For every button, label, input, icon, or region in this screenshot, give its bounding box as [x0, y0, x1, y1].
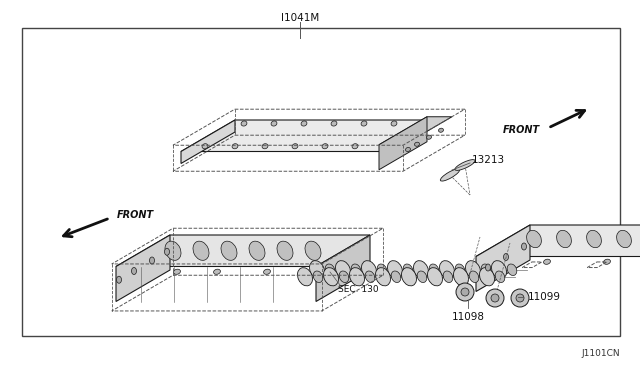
Text: 11099: 11099	[528, 292, 561, 302]
Ellipse shape	[221, 241, 237, 260]
Ellipse shape	[401, 267, 417, 286]
Ellipse shape	[351, 264, 361, 276]
Ellipse shape	[361, 121, 367, 126]
Ellipse shape	[193, 241, 209, 260]
Ellipse shape	[241, 121, 247, 126]
Ellipse shape	[507, 264, 517, 276]
Text: SEC. 130: SEC. 130	[338, 285, 378, 295]
Ellipse shape	[455, 160, 475, 170]
Ellipse shape	[365, 271, 375, 282]
Ellipse shape	[417, 271, 427, 282]
Ellipse shape	[504, 253, 509, 260]
Ellipse shape	[543, 259, 550, 264]
Ellipse shape	[429, 264, 439, 276]
Ellipse shape	[164, 248, 170, 255]
Text: 13213: 13213	[472, 155, 505, 165]
Ellipse shape	[516, 294, 524, 302]
Ellipse shape	[314, 269, 321, 274]
Ellipse shape	[527, 230, 541, 248]
Ellipse shape	[486, 264, 490, 271]
Ellipse shape	[165, 241, 181, 260]
Ellipse shape	[495, 271, 505, 282]
Ellipse shape	[331, 121, 337, 126]
Ellipse shape	[587, 230, 602, 248]
Text: I1041M: I1041M	[281, 13, 319, 23]
Ellipse shape	[391, 121, 397, 126]
Ellipse shape	[301, 121, 307, 126]
Ellipse shape	[173, 269, 180, 274]
Ellipse shape	[376, 267, 390, 286]
Ellipse shape	[131, 267, 136, 275]
Ellipse shape	[438, 128, 444, 132]
Polygon shape	[379, 117, 427, 170]
Ellipse shape	[491, 294, 499, 302]
Polygon shape	[476, 225, 530, 292]
Ellipse shape	[387, 261, 403, 279]
Text: FRONT: FRONT	[117, 210, 154, 220]
Ellipse shape	[262, 144, 268, 149]
Polygon shape	[181, 120, 235, 164]
Ellipse shape	[202, 144, 208, 149]
Polygon shape	[476, 225, 640, 257]
Ellipse shape	[271, 121, 277, 126]
Text: J1101CN: J1101CN	[581, 349, 620, 358]
Ellipse shape	[249, 241, 265, 260]
Ellipse shape	[352, 144, 358, 149]
Ellipse shape	[511, 289, 529, 307]
Ellipse shape	[277, 241, 293, 260]
Ellipse shape	[454, 267, 468, 286]
Ellipse shape	[298, 267, 312, 286]
Ellipse shape	[264, 269, 271, 274]
Ellipse shape	[465, 261, 481, 279]
Polygon shape	[181, 120, 435, 151]
Polygon shape	[116, 235, 370, 266]
Ellipse shape	[377, 264, 387, 276]
Ellipse shape	[362, 261, 376, 279]
Ellipse shape	[440, 261, 454, 279]
Ellipse shape	[310, 261, 324, 279]
Ellipse shape	[116, 276, 122, 283]
Ellipse shape	[353, 269, 360, 274]
Text: FRONT: FRONT	[503, 125, 540, 135]
Ellipse shape	[325, 264, 335, 276]
Ellipse shape	[292, 144, 298, 149]
Polygon shape	[116, 235, 170, 301]
Ellipse shape	[443, 271, 453, 282]
Ellipse shape	[349, 267, 365, 286]
Polygon shape	[379, 117, 452, 145]
Ellipse shape	[232, 144, 238, 149]
Ellipse shape	[455, 264, 465, 276]
Ellipse shape	[440, 169, 460, 181]
Ellipse shape	[323, 267, 339, 286]
Ellipse shape	[426, 135, 431, 139]
Ellipse shape	[335, 261, 351, 279]
Ellipse shape	[391, 271, 401, 282]
Ellipse shape	[557, 230, 572, 248]
Ellipse shape	[456, 283, 474, 301]
Ellipse shape	[486, 289, 504, 307]
Text: 11098: 11098	[451, 312, 484, 322]
Bar	[22, 28, 620, 336]
Ellipse shape	[339, 271, 349, 282]
Ellipse shape	[604, 259, 611, 264]
Ellipse shape	[461, 288, 469, 296]
Ellipse shape	[413, 261, 429, 279]
Ellipse shape	[150, 257, 154, 264]
Ellipse shape	[322, 144, 328, 149]
Ellipse shape	[313, 271, 323, 282]
Ellipse shape	[428, 267, 442, 286]
Ellipse shape	[479, 267, 495, 286]
Ellipse shape	[415, 142, 419, 146]
Ellipse shape	[403, 264, 413, 276]
Ellipse shape	[406, 147, 410, 151]
Ellipse shape	[616, 230, 632, 248]
Ellipse shape	[522, 243, 527, 250]
Ellipse shape	[481, 264, 491, 276]
Ellipse shape	[214, 269, 220, 274]
Ellipse shape	[469, 271, 479, 282]
Ellipse shape	[492, 261, 506, 279]
Ellipse shape	[305, 241, 321, 260]
Polygon shape	[316, 235, 370, 301]
